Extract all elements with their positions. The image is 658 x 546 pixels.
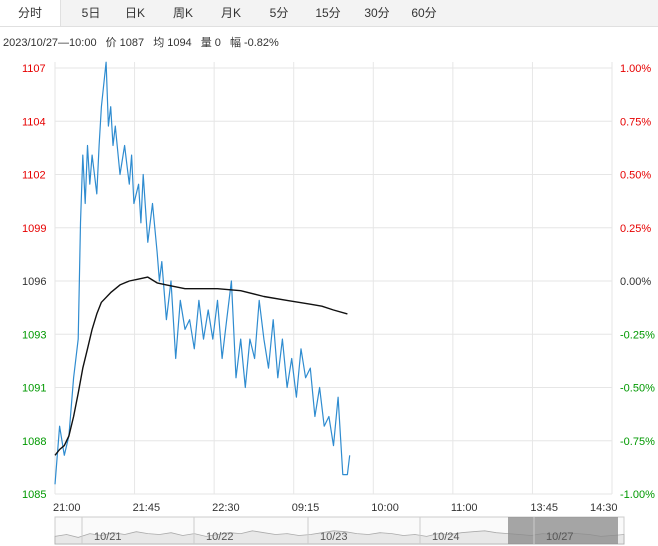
price-label: 价 xyxy=(105,37,117,49)
y-tick-label-right: -0.50% xyxy=(620,383,655,395)
y-tick-label-left: 1085 xyxy=(22,489,46,501)
average-label: 均 xyxy=(153,37,165,49)
tab-5day[interactable]: 5日 xyxy=(81,6,101,20)
y-tick-label-right: 0.00% xyxy=(620,276,651,288)
y-tick-label-left: 1088 xyxy=(22,436,46,448)
x-tick-label: 14:30 xyxy=(590,502,618,514)
volume-value: 0 xyxy=(214,37,221,49)
tab-intraday[interactable]: 分时 xyxy=(0,0,61,26)
average-value: 1094 xyxy=(167,37,192,49)
x-tick-label: 22:30 xyxy=(212,502,240,514)
navigator-date-label: 10/23 xyxy=(320,531,348,543)
x-tick-label: 21:00 xyxy=(53,502,81,514)
quote-datetime: 2023/10/27—10:00 xyxy=(3,37,97,49)
navigator-date-label: 10/21 xyxy=(94,531,122,543)
y-tick-label-left: 1107 xyxy=(22,63,46,75)
tab-15min[interactable]: 15分 xyxy=(315,6,341,20)
average-series-line xyxy=(54,276,348,456)
y-tick-label-right: -0.75% xyxy=(620,436,655,448)
tab-5min[interactable]: 5分 xyxy=(269,6,289,20)
y-tick-label-right: 0.75% xyxy=(620,116,651,128)
change-label: 幅 xyxy=(229,37,241,49)
change-value: -0.82% xyxy=(243,37,279,49)
navigator-selection-window xyxy=(508,517,618,544)
tab-daily-k[interactable]: 日K xyxy=(124,6,145,20)
tab-30min[interactable]: 30分 xyxy=(364,6,390,20)
y-tick-label-left: 1104 xyxy=(22,116,46,128)
y-tick-label-left: 1096 xyxy=(22,276,46,288)
y-tick-label-left: 1093 xyxy=(22,329,46,341)
x-tick-label: 09:15 xyxy=(292,502,320,514)
y-tick-label-right: 0.50% xyxy=(620,170,651,182)
y-tick-label-right: -1.00% xyxy=(620,489,655,501)
y-tick-label-right: 0.25% xyxy=(620,223,651,235)
y-tick-label-left: 1091 xyxy=(22,383,46,395)
navigator-date-label: 10/27 xyxy=(546,531,574,543)
navigator-date-label: 10/24 xyxy=(432,531,460,543)
y-tick-label-left: 1099 xyxy=(22,223,46,235)
x-tick-label: 11:00 xyxy=(451,502,478,514)
price-series-line xyxy=(54,61,351,485)
period-tabs: 分时 5日 日K 周K 月K 5分 15分 30分 60分 xyxy=(0,0,658,27)
tab-monthly-k[interactable]: 月K xyxy=(220,6,241,20)
navigator-date-label: 10/22 xyxy=(206,531,234,543)
y-tick-label-right: -0.25% xyxy=(620,329,655,341)
x-tick-label: 10:00 xyxy=(371,502,399,514)
volume-label: 量 xyxy=(200,37,212,49)
tab-weekly-k[interactable]: 周K xyxy=(172,6,193,20)
price-value: 1087 xyxy=(119,37,145,49)
x-tick-label: 21:45 xyxy=(133,502,161,514)
tab-60min[interactable]: 60分 xyxy=(411,6,437,20)
x-tick-label: 13:45 xyxy=(530,502,558,514)
y-tick-label-right: 1.00% xyxy=(620,63,651,75)
y-tick-label-left: 1102 xyxy=(22,170,46,182)
